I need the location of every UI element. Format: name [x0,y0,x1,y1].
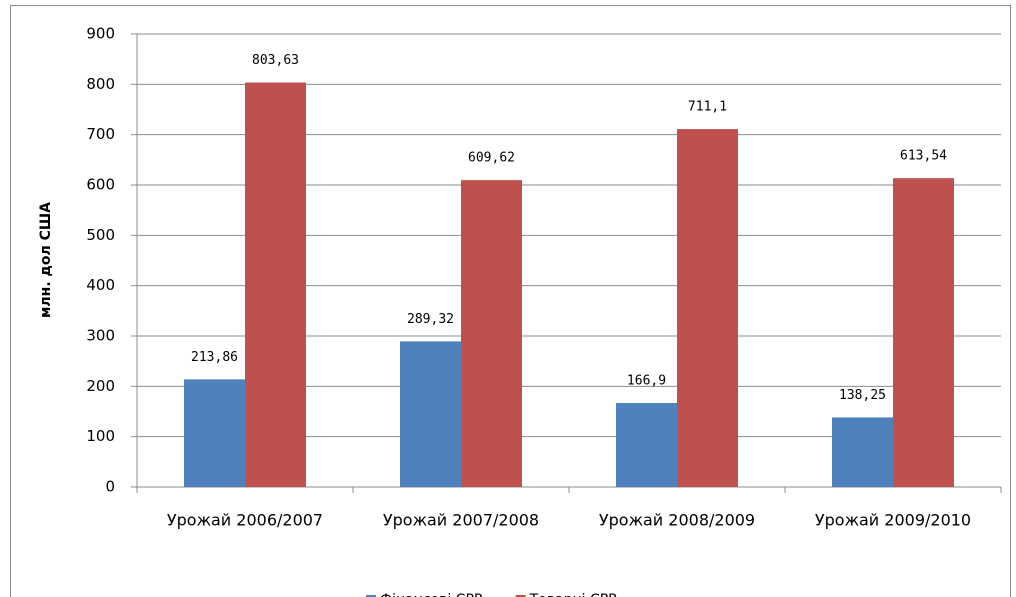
legend-swatch [366,595,376,597]
x-tick-label: Урожай 2006/2007 [167,511,323,530]
legend-swatch [515,595,526,597]
y-axis-label: млн. дол США [38,202,54,318]
y-tick-label: 0 [105,478,115,496]
bar [832,417,893,487]
bar [184,379,245,487]
value-label: 803,63 [252,53,299,68]
y-tick-label: 300 [86,327,115,345]
x-tick-label: Урожай 2007/2008 [383,511,539,530]
y-tick-label: 700 [86,125,115,143]
value-label: 138,25 [839,388,886,403]
y-tick-label: 100 [86,427,115,445]
chart-frame [10,5,1011,597]
y-tick-label: 600 [86,176,115,194]
y-tick-label: 200 [86,377,115,395]
bar [893,178,954,487]
x-tick-label: Урожай 2008/2009 [599,511,755,530]
legend-label: Товарні CPR [529,592,619,597]
value-label: 213,86 [191,350,238,365]
value-label: 609,62 [468,151,515,166]
x-tick-label: Урожай 2009/2010 [815,511,971,530]
value-label: 711,1 [688,100,727,115]
y-tick-label: 400 [86,276,115,294]
legend-label: Фінансові CPR [380,592,484,597]
bar [400,341,461,487]
value-label: 289,32 [407,312,454,327]
value-label: 166,9 [627,373,666,388]
bar [677,129,738,488]
value-label: 613,54 [900,149,947,164]
bar [245,82,306,488]
bar [616,402,677,487]
bar [461,180,522,487]
y-tick-label: 800 [86,75,115,93]
y-tick-label: 900 [86,25,115,43]
y-tick-label: 500 [86,226,115,244]
